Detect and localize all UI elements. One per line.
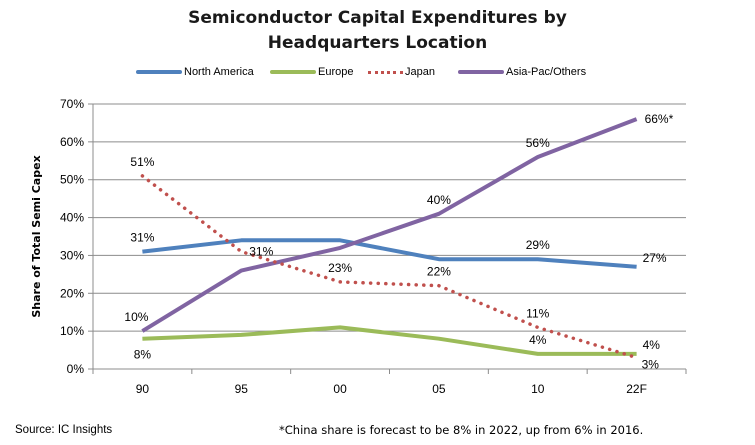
- chart-legend: North America Europe Japan Asia-Pac/Othe…: [0, 66, 755, 84]
- legend-item-europe: Europe: [270, 66, 353, 78]
- x-tick-label: 95: [235, 382, 249, 396]
- y-axis-ticks: 0% 10% 20% 30% 40% 50% 60% 70%: [60, 97, 93, 376]
- data-label: 11%: [526, 306, 549, 320]
- data-label: 3%: [642, 358, 660, 372]
- legend-swatch-north-america: [136, 70, 182, 74]
- data-label: 31%: [130, 231, 154, 245]
- x-tick-label: 10: [531, 382, 545, 396]
- y-tick-label: 30%: [60, 248, 84, 262]
- chart-title: Semiconductor Capital Expenditures by He…: [0, 6, 755, 56]
- data-label: 40%: [427, 193, 451, 207]
- y-tick-label: 70%: [60, 97, 84, 111]
- legend-swatch-asia-pac: [458, 70, 504, 74]
- legend-label-europe: Europe: [318, 66, 354, 78]
- data-label: 23%: [328, 261, 352, 275]
- data-label: 66%*: [645, 112, 674, 126]
- axes: [92, 104, 686, 370]
- y-tick-label: 10%: [60, 324, 84, 338]
- legend-label-japan: Japan: [405, 66, 435, 78]
- y-tick-label: 0%: [67, 362, 85, 376]
- data-label: 10%: [124, 310, 148, 324]
- data-label: 27%: [643, 251, 667, 265]
- data-label: 4%: [529, 333, 547, 347]
- data-label: 31%: [249, 245, 273, 259]
- x-tick-label: 05: [432, 382, 446, 396]
- legend-label-asia-pac: Asia-Pac/Others: [506, 66, 587, 78]
- y-tick-label: 50%: [60, 173, 84, 187]
- legend-item-asia-pac: Asia-Pac/Others: [458, 66, 586, 78]
- x-tick-label: 90: [136, 382, 150, 396]
- y-axis-label: Share of Total Semi Capex: [30, 155, 43, 317]
- x-tick-label: 00: [333, 382, 347, 396]
- y-tick-label: 60%: [60, 135, 84, 149]
- series-line-europe: [142, 325, 637, 356]
- series-line-asia-pac-others: [141, 117, 638, 333]
- legend-swatch-japan: [368, 70, 403, 74]
- data-labels: 31% 29% 27% 8% 4% 4% 51% 31% 23% 22% 11% 3% 10% 40% 56…: [124, 112, 674, 372]
- x-tick-label: 22F: [626, 382, 647, 396]
- data-label: 51%: [130, 155, 154, 169]
- chart-title-line-1: Semiconductor Capital Expenditures by: [188, 8, 567, 28]
- source-text: Source: IC Insights: [15, 424, 113, 436]
- data-label: 4%: [643, 338, 661, 352]
- chart-title-line-2: Headquarters Location: [267, 33, 488, 53]
- series-lines: [140, 117, 639, 360]
- gridlines: [93, 103, 686, 332]
- legend-item-north-america: North America: [136, 66, 254, 78]
- legend-label-north-america: North America: [184, 66, 254, 78]
- data-label: 29%: [526, 238, 550, 252]
- x-axis-ticks: 90 95 00 05 10 22F: [92, 369, 687, 396]
- footnote-text: *China share is forecast to be 8% in 202…: [279, 423, 644, 437]
- data-label: 8%: [134, 348, 152, 362]
- data-label: 22%: [427, 265, 451, 279]
- series-line-north-america: [142, 238, 637, 269]
- legend-swatch-europe: [270, 70, 316, 74]
- y-tick-label: 20%: [60, 286, 84, 300]
- data-label: 56%: [526, 136, 550, 150]
- y-tick-label: 40%: [60, 211, 84, 225]
- series-line-japan: [140, 174, 639, 360]
- legend-item-japan: Japan: [368, 66, 435, 78]
